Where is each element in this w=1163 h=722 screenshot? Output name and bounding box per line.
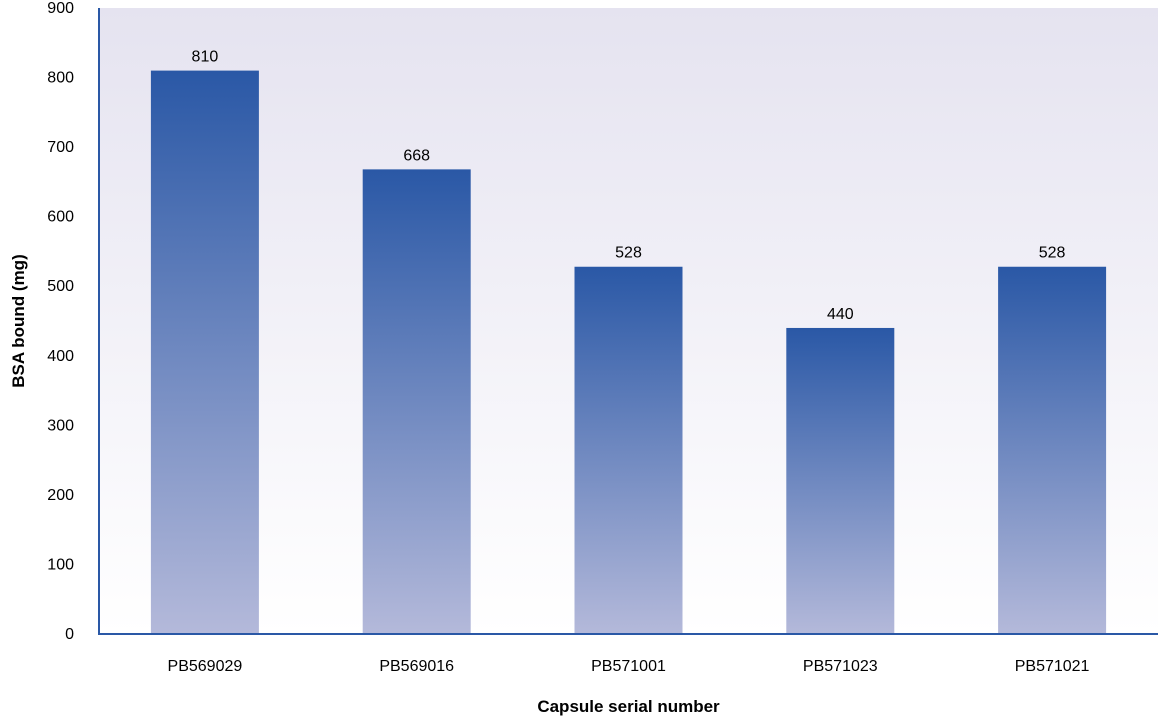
y-tick-label: 200 [47,487,74,504]
y-tick-label: 600 [47,209,74,226]
bar-data-label: 668 [403,147,430,164]
y-axis-title: BSA bound (mg) [9,254,28,387]
x-axis-title: Capsule serial number [537,697,720,716]
bar-data-labels: 810 668 528 440 528 [192,49,1066,323]
x-tick-label: PB571021 [1015,658,1090,675]
bar [998,266,1107,634]
y-tick-label: 100 [47,556,74,573]
x-tick-label: PB569016 [379,658,454,675]
bar [574,266,683,634]
y-tick-label: 400 [47,348,74,365]
bars [150,70,1107,635]
x-tick-label: PB571001 [591,658,666,675]
y-tick-label: 700 [47,139,74,156]
x-axis-ticks: PB569029 PB569016 PB571001 PB571023 PB571021 [168,658,1090,675]
y-tick-label: 800 [47,70,74,87]
y-tick-label: 0 [65,626,74,643]
y-tick-label: 900 [47,0,74,17]
bar [362,169,471,634]
bar [150,70,259,635]
x-tick-label: PB571023 [803,658,878,675]
bar-data-label: 528 [1039,245,1066,262]
y-axis-ticks: 0 100 200 300 400 500 600 700 800 900 [47,0,74,643]
y-tick-label: 500 [47,278,74,295]
bar-data-label: 810 [192,49,219,66]
bar-data-label: 440 [827,306,854,323]
bar-data-label: 528 [615,245,642,262]
x-tick-label: PB569029 [168,658,243,675]
y-tick-label: 300 [47,417,74,434]
bar [786,327,895,634]
